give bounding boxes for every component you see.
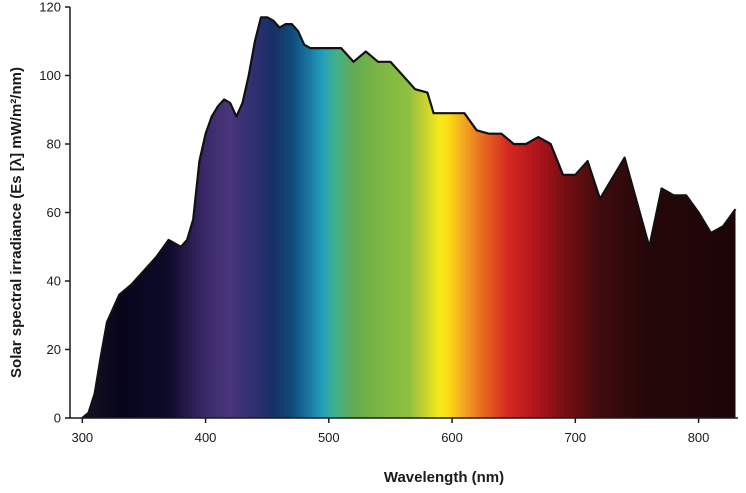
x-tick-label: 800 xyxy=(688,430,710,445)
y-tick-label: 40 xyxy=(47,274,61,289)
x-tick-label: 600 xyxy=(441,430,463,445)
x-axis-title: Wavelength (nm) xyxy=(384,469,504,486)
y-tick-label: 120 xyxy=(39,0,61,15)
plot-area xyxy=(82,17,735,418)
y-tick-label: 60 xyxy=(47,205,61,220)
y-tick-label: 100 xyxy=(39,68,61,83)
y-axis-title: Solar spectral irradiance (Es [λ] mW/m²/… xyxy=(8,67,25,378)
y-tick-label: 0 xyxy=(54,411,61,426)
x-tick-label: 500 xyxy=(318,430,340,445)
x-tick-label: 300 xyxy=(71,430,93,445)
y-tick-label: 20 xyxy=(47,342,61,357)
x-tick-label: 700 xyxy=(564,430,586,445)
x-tick-label: 400 xyxy=(195,430,217,445)
spectrum-area-fill xyxy=(82,17,735,418)
y-tick-label: 80 xyxy=(47,137,61,152)
